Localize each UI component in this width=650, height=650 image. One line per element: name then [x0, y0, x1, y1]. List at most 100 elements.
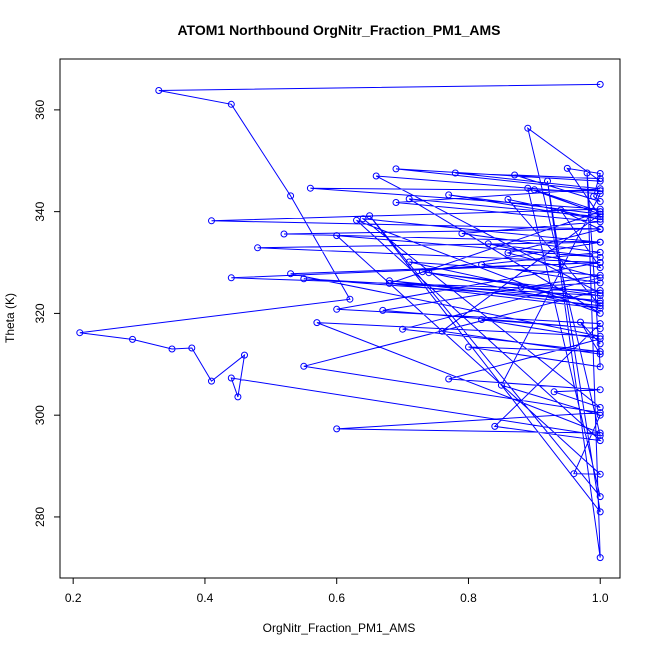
- data-point: [596, 215, 604, 223]
- data-point: [306, 184, 314, 192]
- data-point: [596, 299, 604, 307]
- data-point: [596, 508, 604, 516]
- x-axis-label: OrgNitr_Fraction_PM1_AMS: [263, 621, 416, 635]
- data-point: [596, 226, 604, 233]
- data-point: [168, 345, 176, 353]
- data-point: [544, 177, 551, 185]
- data-point: [227, 374, 235, 382]
- data-point: [596, 259, 604, 266]
- data-point: [577, 318, 584, 326]
- data-point: [254, 244, 262, 252]
- data-point: [596, 325, 604, 333]
- data-point: [596, 332, 604, 340]
- data-point: [596, 175, 604, 183]
- data-point: [596, 304, 604, 312]
- x-tick-label: 0.4: [197, 591, 214, 605]
- data-point: [596, 493, 604, 501]
- data-point: [596, 363, 604, 371]
- data-point: [353, 216, 360, 224]
- data-point: [287, 192, 295, 200]
- series-line: [79, 83, 603, 558]
- data-point: [596, 309, 604, 317]
- x-tick-label: 1.0: [592, 591, 609, 605]
- data-point: [438, 327, 446, 335]
- data-point: [596, 170, 604, 177]
- data-point: [596, 238, 604, 246]
- data-point: [590, 192, 598, 200]
- data-point: [399, 325, 407, 333]
- data-point: [596, 177, 604, 185]
- plot-frame: [59, 58, 621, 579]
- data-point: [280, 230, 288, 238]
- y-tick-label: 340: [33, 201, 47, 221]
- data-point: [227, 100, 235, 108]
- data-point: [511, 171, 519, 179]
- y-tick-label: 360: [33, 100, 47, 120]
- data-point: [596, 271, 604, 279]
- data-point: [596, 205, 604, 213]
- data-point: [596, 185, 604, 193]
- data-point: [458, 230, 466, 237]
- data-point: [596, 279, 604, 287]
- data-point: [596, 350, 604, 358]
- data-point: [596, 404, 604, 411]
- x-tick-label: 0.8: [460, 591, 477, 605]
- data-point: [596, 190, 604, 198]
- data-point: [596, 292, 604, 300]
- data-point: [596, 187, 604, 195]
- data-point: [530, 186, 538, 194]
- data-point: [596, 210, 604, 218]
- data-point: [596, 411, 604, 419]
- data-point: [596, 432, 604, 439]
- data-point: [465, 343, 472, 351]
- data-point: [596, 208, 604, 216]
- data-point: [524, 184, 532, 192]
- data-point: [155, 87, 163, 94]
- data-point: [188, 344, 196, 352]
- data-point: [497, 381, 505, 389]
- data-point: [524, 124, 532, 132]
- data-point: [300, 362, 308, 370]
- data-point: [596, 340, 604, 348]
- data-point: [287, 270, 295, 278]
- data-point: [504, 195, 512, 203]
- data-point: [445, 375, 453, 383]
- data-point: [385, 279, 393, 287]
- data-point: [445, 191, 453, 199]
- series-layer: [76, 80, 604, 562]
- data-point: [596, 80, 604, 88]
- data-point: [346, 295, 354, 303]
- data-point: [557, 206, 565, 214]
- data-point: [208, 377, 215, 385]
- data-point: [596, 302, 604, 310]
- data-point: [596, 264, 604, 272]
- data-point: [596, 198, 604, 205]
- y-tick-label: 300: [33, 405, 47, 425]
- data-point: [596, 348, 604, 356]
- data-point: [596, 248, 604, 256]
- data-point: [596, 409, 604, 417]
- y-tick-label: 320: [33, 303, 47, 323]
- data-point: [596, 289, 604, 297]
- data-point: [596, 287, 604, 294]
- data-point: [425, 269, 433, 277]
- data-point: [596, 274, 604, 282]
- data-point: [570, 470, 578, 478]
- data-point: [596, 386, 604, 394]
- y-axis-label: Theta (K): [3, 293, 17, 343]
- data-point: [227, 274, 235, 282]
- data-point: [596, 554, 604, 562]
- data-point: [596, 320, 604, 328]
- chart-title: ATOM1 Northbound OrgNitr_Fraction_PM1_AM…: [177, 22, 500, 38]
- data-point: [550, 388, 558, 396]
- data-point: [478, 261, 486, 269]
- data-point: [596, 218, 604, 226]
- data-point: [333, 305, 341, 313]
- x-tick-label: 0.2: [65, 591, 82, 605]
- data-point: [405, 195, 413, 203]
- data-point: [379, 306, 387, 314]
- data-point: [583, 169, 591, 177]
- data-point: [76, 329, 84, 337]
- data-point: [517, 283, 525, 291]
